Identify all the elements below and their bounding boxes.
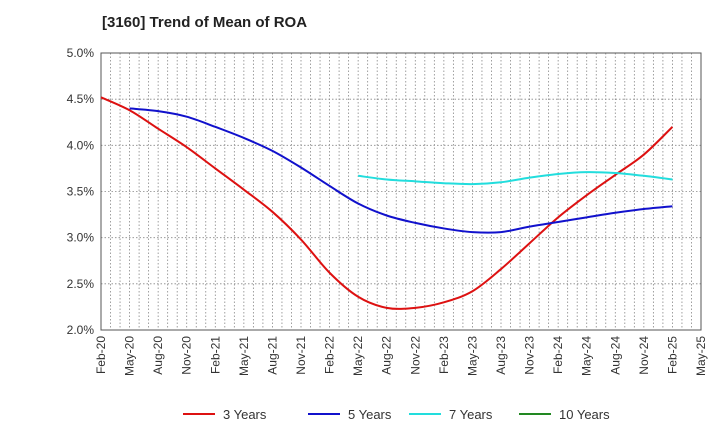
plot-border (100, 52, 702, 331)
x-tick-label: Aug-24 (608, 336, 622, 375)
x-tick-label: Nov-22 (408, 336, 422, 375)
x-tick-label: Nov-20 (180, 336, 194, 375)
legend: 3 Years 5 Years 7 Years 10 Years (183, 407, 610, 422)
x-axis-ticks: Feb-20 May-20 Aug-20 Nov-20 Feb-21 May-21 Aug-… (94, 336, 708, 376)
x-tick-label: May-21 (237, 336, 251, 376)
x-tick-label: Feb-21 (208, 336, 222, 374)
y-tick-label: 4.5% (67, 92, 95, 106)
legend-label-5-years: 5 Years (348, 407, 392, 422)
x-tick-label: Feb-24 (551, 336, 565, 374)
x-tick-label: May-20 (123, 336, 137, 376)
plot-area (100, 52, 702, 331)
legend-label-3-years: 3 Years (223, 407, 267, 422)
legend-label-10-years: 10 Years (559, 407, 610, 422)
series-line-3-years (100, 96, 674, 310)
x-tick-label: May-23 (465, 336, 479, 376)
x-tick-label: Nov-21 (294, 336, 308, 375)
y-tick-label: 2.0% (67, 323, 95, 337)
y-axis-ticks: 2.0% 2.5% 3.0% 3.5% 4.0% 4.5% 5.0% (67, 46, 95, 337)
y-tick-label: 3.5% (67, 185, 95, 199)
grid (101, 53, 701, 330)
x-tick-label: Feb-23 (437, 336, 451, 374)
x-tick-label: Nov-24 (637, 336, 651, 375)
series-line-5-years (129, 107, 673, 234)
x-tick-label: May-24 (580, 336, 594, 376)
x-tick-label: Aug-23 (494, 336, 508, 375)
y-tick-label: 2.5% (67, 277, 95, 291)
y-tick-label: 4.0% (67, 138, 95, 152)
y-tick-label: 3.0% (67, 231, 95, 245)
x-tick-label: Aug-22 (380, 336, 394, 375)
x-tick-label: May-22 (351, 336, 365, 376)
x-tick-label: Aug-20 (151, 336, 165, 375)
x-tick-label: Aug-21 (265, 336, 279, 375)
x-tick-label: Feb-22 (323, 336, 337, 374)
chart-title: [3160] Trend of Mean of ROA (102, 14, 308, 31)
x-tick-label: Nov-23 (523, 336, 537, 375)
x-tick-label: Feb-20 (94, 336, 108, 374)
series-line-7-years (358, 171, 673, 186)
x-tick-label: May-25 (694, 336, 708, 376)
legend-label-7-years: 7 Years (449, 407, 493, 422)
y-tick-label: 5.0% (67, 46, 95, 60)
x-tick-label: Feb-25 (665, 336, 679, 374)
series-lines (100, 96, 674, 310)
